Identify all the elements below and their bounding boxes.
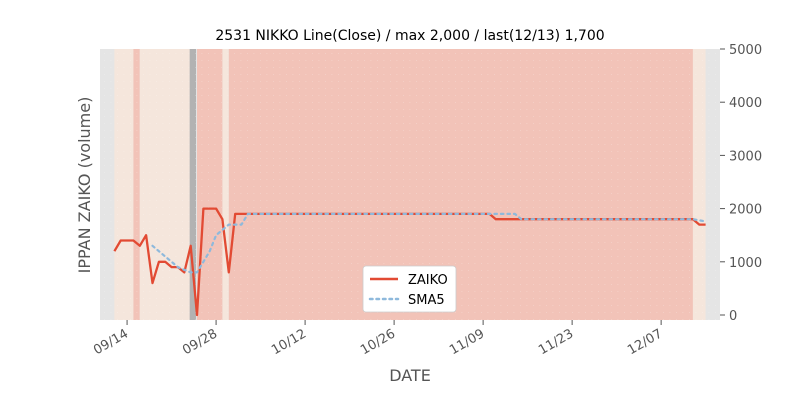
legend-label-sma5: SMA5 bbox=[408, 293, 445, 308]
background-band bbox=[222, 49, 229, 320]
y-axis-label: IPPAN ZAIKO (volume) bbox=[75, 97, 94, 274]
background-band bbox=[228, 49, 693, 320]
x-tick-label: 10/26 bbox=[358, 326, 398, 358]
y-tick-label: 1000 bbox=[729, 256, 762, 271]
x-axis-label: DATE bbox=[389, 366, 431, 385]
background-band bbox=[705, 49, 712, 320]
y-tick-label: 2000 bbox=[729, 203, 762, 218]
background-band bbox=[114, 49, 134, 320]
x-tick-label: 09/28 bbox=[180, 326, 220, 358]
axis-layer: 0 1000 2000 3000 4000 5000 09/14 09/28 10/12 10/2… bbox=[91, 43, 762, 358]
dot-pattern bbox=[104, 53, 716, 320]
series-line-sma5 bbox=[151, 212, 707, 274]
x-tick-label: 11/23 bbox=[536, 326, 576, 358]
background-bands bbox=[100, 49, 720, 320]
y-tick-label: 5000 bbox=[729, 43, 762, 58]
x-tick-label: 11/09 bbox=[447, 326, 487, 358]
x-tick-label: 10/12 bbox=[269, 326, 309, 358]
x-tick-label: 12/07 bbox=[625, 326, 665, 358]
series-layer bbox=[113, 207, 707, 317]
chart-title: 2531 NIKKO Line(Close) / max 2,000 / las… bbox=[215, 28, 604, 44]
background-band bbox=[133, 49, 140, 320]
legend: ZAIKO SMA5 bbox=[362, 265, 457, 313]
background-band bbox=[139, 49, 147, 320]
legend-label-zaiko: ZAIKO bbox=[408, 273, 448, 288]
y-tick-label: 4000 bbox=[729, 96, 762, 111]
background-band bbox=[692, 49, 706, 320]
background-band bbox=[146, 49, 191, 320]
y-tick-label: 0 bbox=[729, 309, 737, 324]
background-band bbox=[197, 49, 223, 320]
date-marker bbox=[189, 49, 197, 320]
y-tick-label: 3000 bbox=[729, 149, 762, 164]
legend-box bbox=[362, 265, 457, 313]
background-band bbox=[108, 49, 115, 320]
x-tick-label: 09/14 bbox=[91, 326, 131, 358]
dot-texture bbox=[104, 53, 716, 320]
